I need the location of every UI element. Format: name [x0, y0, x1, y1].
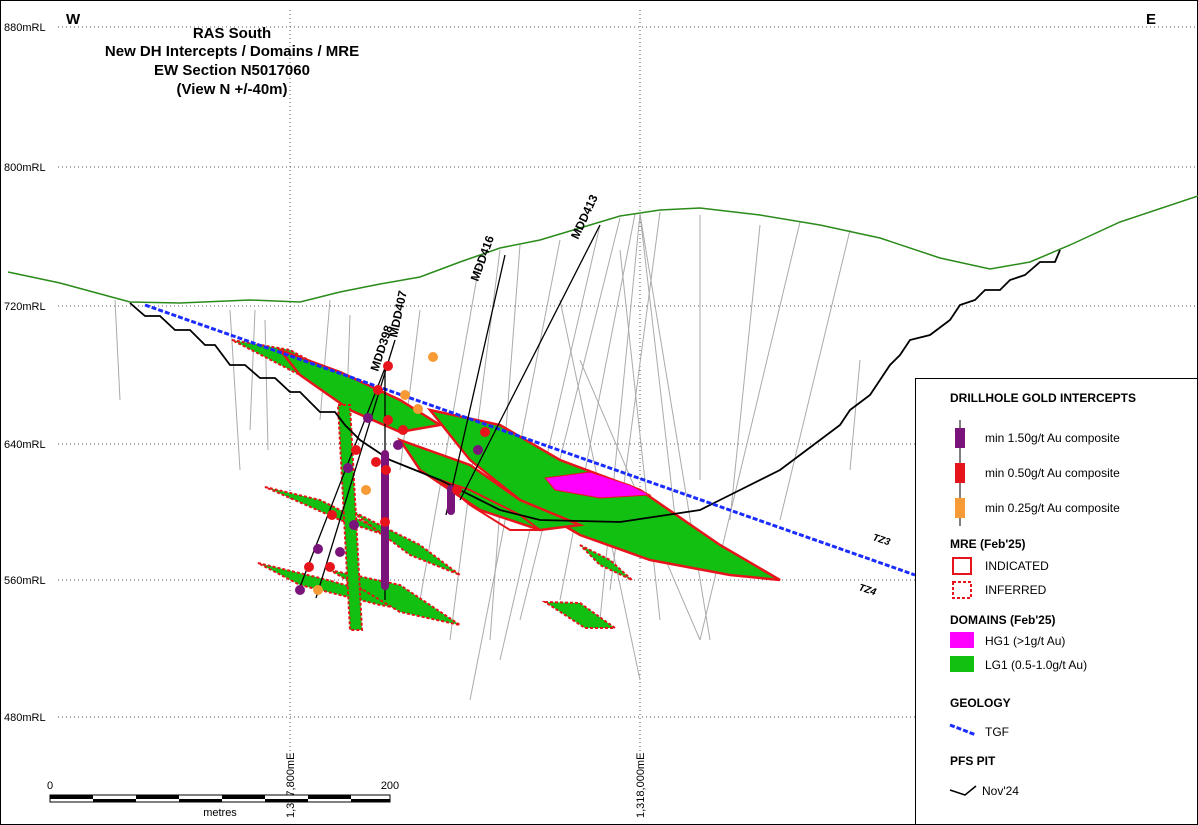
rl-label: 720mRL [4, 301, 46, 313]
zone-label: TZ4 [857, 582, 878, 598]
legend-item: min 1.50g/t Au composite [985, 431, 1120, 445]
east-label: E [1146, 11, 1156, 28]
legend-item: min 0.25g/t Au composite [985, 501, 1120, 515]
title: RAS South [193, 25, 271, 42]
rl-grid [58, 10, 1198, 760]
rl-label: 480mRL [4, 712, 46, 724]
legend-item: HG1 (>1g/t Au) [985, 634, 1065, 648]
scale-label: 0 [47, 780, 53, 792]
intercepts [295, 352, 490, 595]
named-drillholes [297, 224, 601, 600]
easting-label: 1,317,800mE [285, 753, 297, 818]
title: EW Section N5017060 [154, 62, 310, 79]
topography [7, 195, 1198, 304]
scale-unit: metres [203, 807, 237, 819]
legend-item: LG1 (0.5-1.0g/t Au) [985, 658, 1087, 672]
easting-label: 1,318,000mE [635, 753, 647, 818]
rl-label: 880mRL [4, 22, 46, 34]
legend-item: INDICATED [985, 559, 1049, 573]
legend-item: Nov'24 [982, 784, 1019, 798]
legend-title: DRILLHOLE GOLD INTERCEPTS [950, 391, 1136, 405]
title: (View N +/-40m) [176, 81, 287, 98]
legend-item: TGF [985, 725, 1009, 739]
legend-title: MRE (Feb'25) [950, 537, 1026, 551]
scale-label: 200 [381, 780, 399, 792]
title: New DH Intercepts / Domains / MRE [105, 43, 359, 60]
rl-label: 800mRL [4, 162, 46, 174]
rl-label: 560mRL [4, 575, 46, 587]
legend-item: INFERRED [985, 583, 1047, 597]
legend-title: PFS PIT [950, 754, 996, 768]
pit-shell [129, 249, 1061, 523]
legend-title: DOMAINS (Feb'25) [950, 613, 1056, 627]
scale-bar [49, 794, 391, 803]
legend [915, 378, 1198, 825]
legend-title: GEOLOGY [950, 696, 1011, 710]
zone-label: TZ3 [871, 532, 892, 548]
tgf-fault [144, 303, 916, 577]
west-label: W [66, 11, 81, 28]
rl-label: 640mRL [4, 439, 46, 451]
legend-item: min 0.50g/t Au composite [985, 466, 1120, 480]
domains [231, 339, 781, 631]
